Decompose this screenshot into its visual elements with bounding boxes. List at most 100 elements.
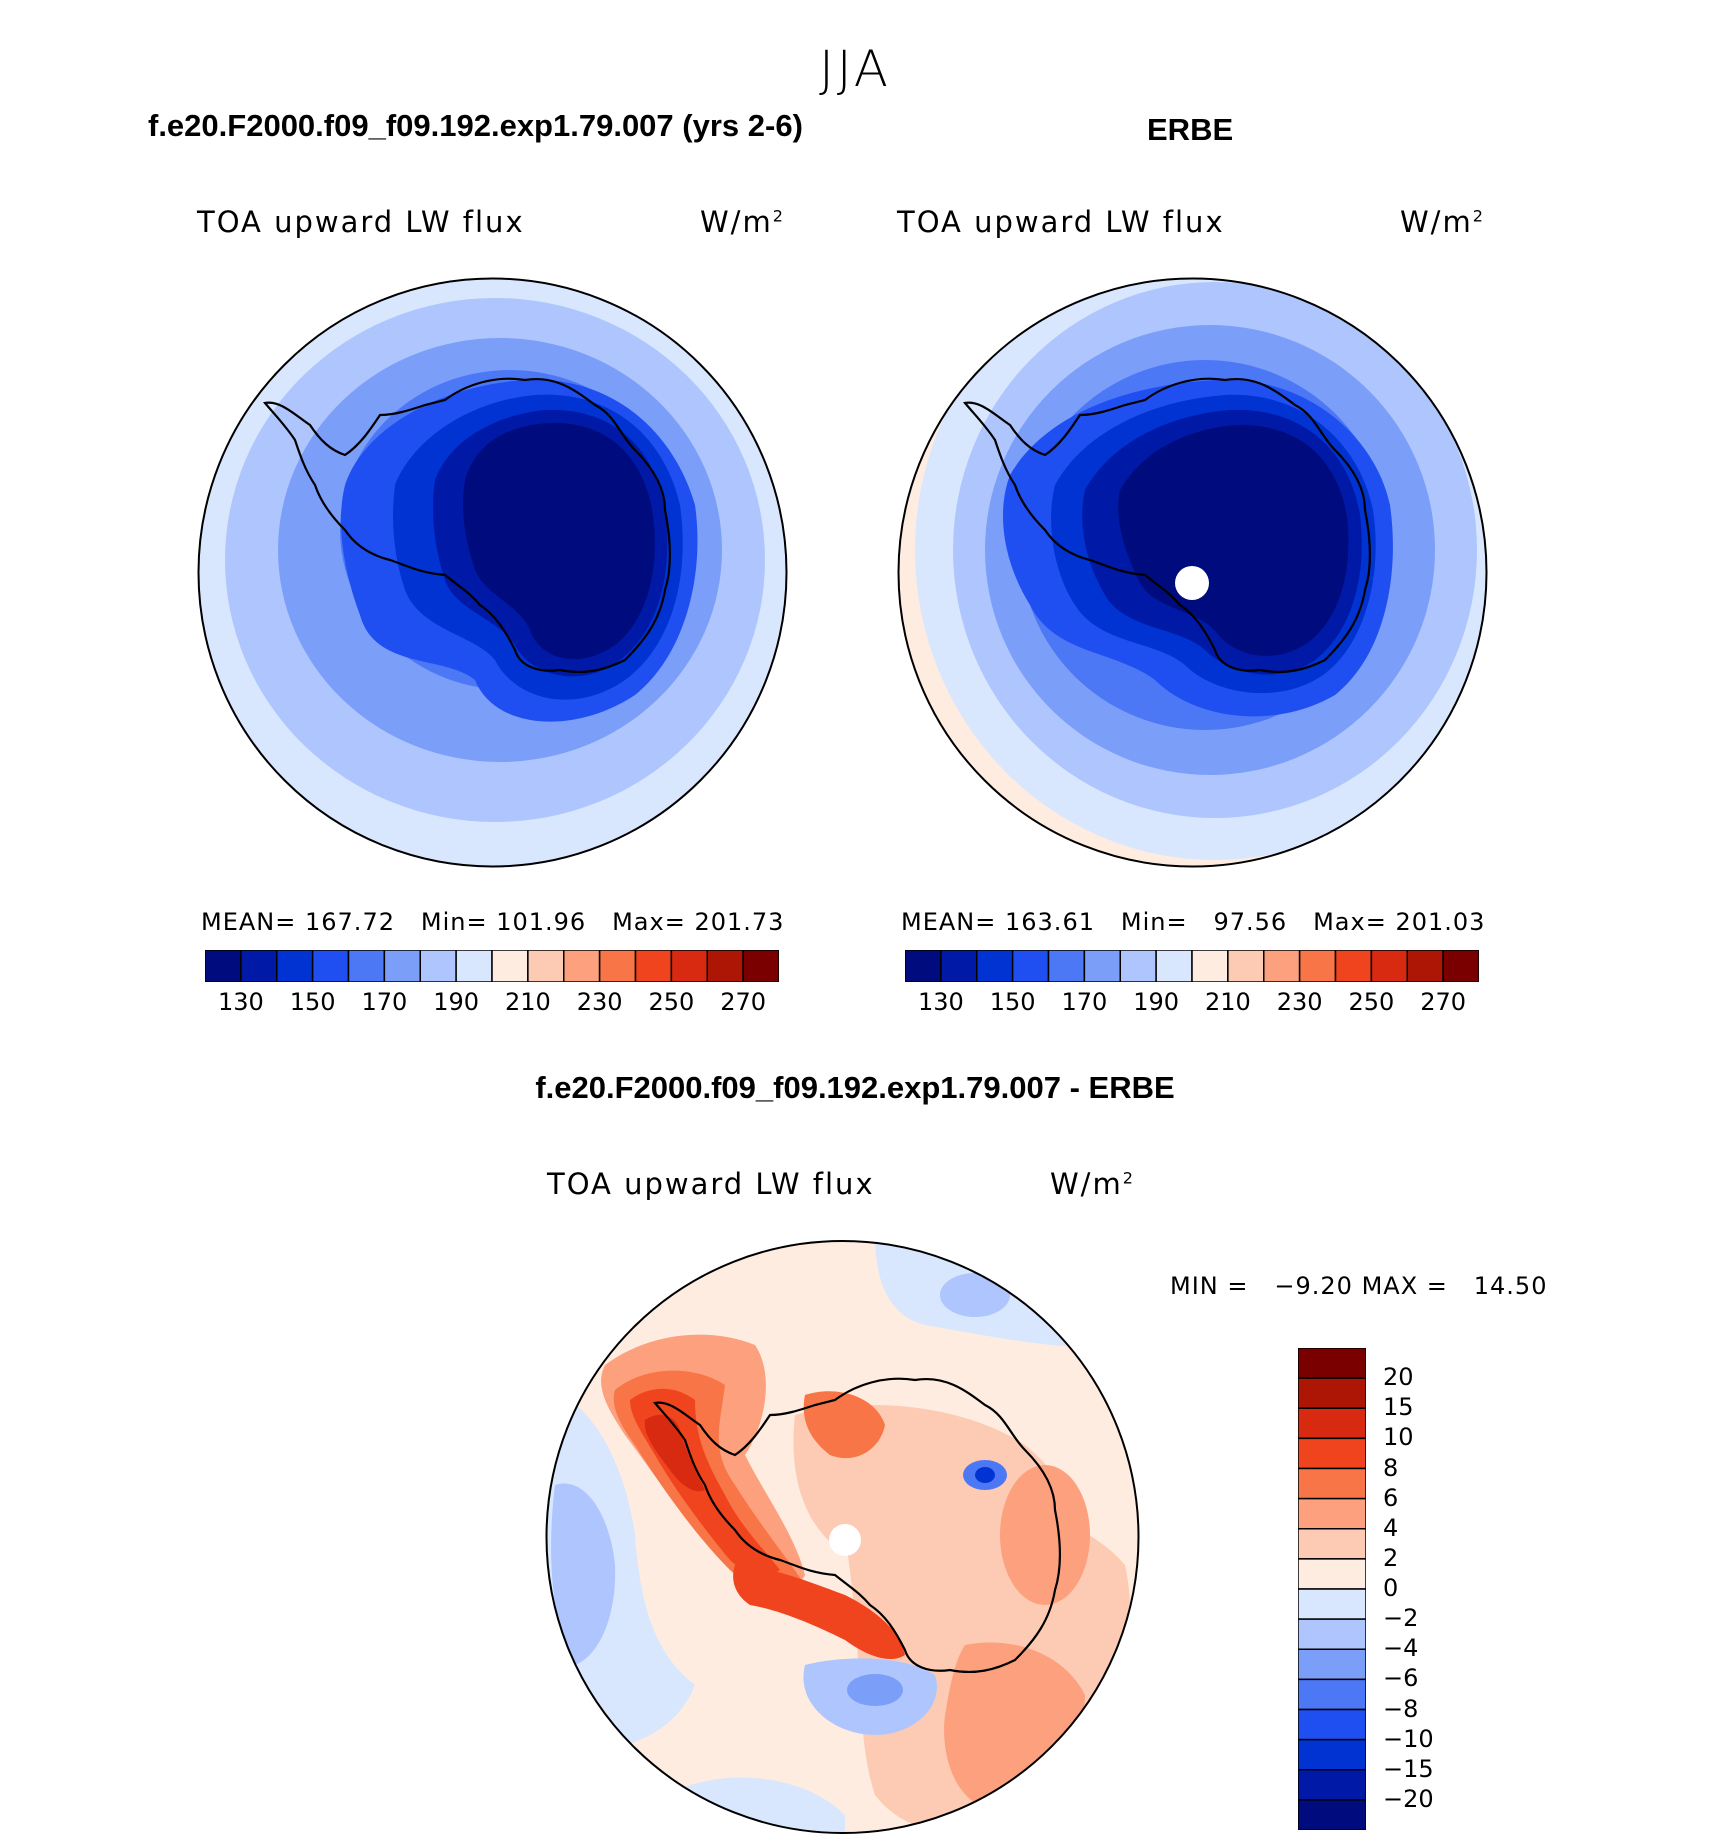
- panel3-colorbar-ticks: 20 15 10 8 6 4 2 0 −2 −4 −6 −8 −10 −15 −20: [1383, 1348, 1463, 1830]
- panel3-units-label: W/m2: [1050, 1167, 1135, 1201]
- panel1-polar-map: [197, 277, 788, 868]
- panel2-colorbar-tick-label: 190: [1133, 988, 1180, 1016]
- panel3-colorbar-swatch: [1298, 1558, 1366, 1590]
- panel3-region-8to10-pen: [733, 1565, 905, 1660]
- panel3-colorbar-tick-label: −4: [1383, 1634, 1419, 1663]
- panel1-colorbar-swatch: [311, 950, 350, 982]
- panel3-colorbar-swatch: [1298, 1528, 1366, 1560]
- panel1-colorbar-swatch: [563, 950, 601, 982]
- panel2-band-130: [1118, 424, 1349, 656]
- panel2-map-border: [897, 277, 1488, 868]
- panel2-colorbar-swatch: [940, 950, 978, 982]
- panel2-case-title: ERBE: [1147, 112, 1234, 147]
- panel3-variable-label: TOA upward LW flux: [547, 1167, 875, 1201]
- panel2-colorbar-swatch: [1191, 950, 1229, 982]
- panel2-colorbar-tick-label: 270: [1420, 988, 1467, 1016]
- panel1-colorbar: [205, 950, 779, 982]
- panel3-map-border: [545, 1240, 1140, 1834]
- panel3-colorbar-tick-label: 2: [1383, 1543, 1399, 1572]
- panel3-colorbar-swatch: [1298, 1348, 1366, 1379]
- panel2-colorbar-swatch: [1119, 950, 1157, 982]
- panel2-colorbar-swatch: [1155, 950, 1193, 982]
- panel3-colorbar-tick-label: 10: [1383, 1423, 1414, 1452]
- panel3-stats: MIN = −9.20 MAX = 14.50: [1170, 1272, 1548, 1300]
- panel1-coastline: [262, 377, 671, 674]
- panel1-colorbar-swatch: [455, 950, 493, 982]
- panel3-colorbar-swatch: [1298, 1738, 1366, 1771]
- panel3-coastline: [652, 1377, 1061, 1674]
- panel2-colorbar-swatch: [1334, 950, 1373, 982]
- panel3-region-neg6-center: [847, 1674, 903, 1706]
- panel3-region-4to6-ne: [1000, 1465, 1090, 1605]
- panel1-units-label: W/m2: [700, 205, 785, 239]
- panel3-colorbar-swatch: [1298, 1588, 1366, 1620]
- panel3-colorbar-tick-label: 8: [1383, 1453, 1399, 1482]
- panel1-colorbar-swatch: [742, 950, 779, 982]
- panel3-colorbar-swatch: [1298, 1648, 1366, 1681]
- panel3-colorbar: [1298, 1348, 1366, 1830]
- panel3-colorbar-tick-label: 20: [1383, 1363, 1414, 1392]
- panel1-colorbar-swatch: [347, 950, 386, 982]
- panel1-colorbar-swatch: [634, 950, 673, 982]
- panel1-colorbar-tick-label: 150: [289, 988, 336, 1016]
- panel1-colorbar-swatch: [598, 950, 637, 982]
- panel2-colorbar-swatch: [1047, 950, 1086, 982]
- panel1-colorbar-tick-label: 210: [504, 988, 551, 1016]
- panel1-colorbar-swatch: [706, 950, 744, 982]
- panel2-colorbar-swatch: [905, 950, 942, 982]
- panel1-variable-label: TOA upward LW flux: [197, 205, 525, 239]
- panel2-colorbar-swatch: [1370, 950, 1408, 982]
- panel3-colorbar-tick-label: −8: [1383, 1694, 1419, 1723]
- panel2-colorbar-swatch: [1298, 950, 1337, 982]
- panel3-colorbar-tick-label: −20: [1383, 1784, 1434, 1813]
- panel1-band-130: [463, 422, 655, 660]
- panel2-colorbar-tick-label: 170: [1061, 988, 1108, 1016]
- panel1-colorbar-tick-label: 130: [217, 988, 264, 1016]
- panel2-colorbar-swatch: [976, 950, 1014, 982]
- panel3-region-neg10: [975, 1467, 995, 1483]
- panel1-colorbar-swatch: [240, 950, 278, 982]
- panel3-colorbar-tick-label: −6: [1383, 1664, 1419, 1693]
- panel3-colorbar-tick-label: 6: [1383, 1483, 1399, 1512]
- panel3-colorbar-tick-label: 0: [1383, 1574, 1399, 1602]
- panel2-colorbar-tick-label: 130: [917, 988, 964, 1016]
- panel1-colorbar-tick-label: 250: [648, 988, 695, 1016]
- panel3-colorbar-swatch: [1298, 1377, 1366, 1409]
- panel3-colorbar-swatch: [1298, 1467, 1366, 1500]
- panel2-polar-map: [897, 277, 1488, 868]
- panel2-missing-pole: [1175, 566, 1209, 600]
- figure-title: JJA: [819, 40, 891, 98]
- panel1-colorbar-swatch: [383, 950, 421, 982]
- panel3-colorbar-tick-label: 4: [1383, 1513, 1399, 1542]
- panel2-colorbar-tick-label: 230: [1276, 988, 1323, 1016]
- panel2-colorbar-swatch: [1442, 950, 1479, 982]
- panel1-colorbar-swatch: [527, 950, 565, 982]
- panel3-missing-pole: [829, 1524, 861, 1556]
- panel3-region-neg4-nw: [940, 1273, 1010, 1317]
- panel2-colorbar: [905, 950, 1479, 982]
- panel2-colorbar-swatch: [1083, 950, 1121, 982]
- panel2-colorbar-swatch: [1263, 950, 1301, 982]
- panel3-case-title: f.e20.F2000.f09_f09.192.exp1.79.007 - ER…: [535, 1070, 1175, 1105]
- panel1-colorbar-swatch: [491, 950, 529, 982]
- panel2-colorbar-tick-label: 210: [1204, 988, 1251, 1016]
- panel2-colorbar-swatch: [1406, 950, 1444, 982]
- panel1-colorbar-tick-label: 230: [576, 988, 623, 1016]
- panel2-stats: MEAN= 163.61 Min= 97.56 Max= 201.03: [901, 908, 1486, 936]
- panel1-colorbar-swatch: [276, 950, 314, 982]
- panel2-variable-label: TOA upward LW flux: [897, 205, 1225, 239]
- panel3-region-4to8-ne: [803, 1391, 885, 1459]
- panel1-stats: MEAN= 167.72 Min= 101.96 Max= 201.73: [201, 908, 785, 936]
- panel3-colorbar-swatch: [1298, 1708, 1366, 1741]
- panel3-colorbar-swatch: [1298, 1407, 1366, 1440]
- panel1-colorbar-ticks: 130 150 170 190 210 230 250 270: [205, 988, 779, 1018]
- panel3-colorbar-swatch: [1298, 1497, 1366, 1530]
- panel1-colorbar-tick-label: 190: [433, 988, 480, 1016]
- panel3-polar-map: [545, 1240, 1140, 1834]
- panel2-coastline: [962, 377, 1371, 674]
- panel3-colorbar-tick-label: 15: [1383, 1393, 1414, 1422]
- panel2-colorbar-swatch: [1227, 950, 1265, 982]
- panel2-units-label: W/m2: [1400, 205, 1485, 239]
- panel3-region-10to15: [644, 1414, 705, 1492]
- panel3-colorbar-tick-label: −10: [1383, 1724, 1434, 1753]
